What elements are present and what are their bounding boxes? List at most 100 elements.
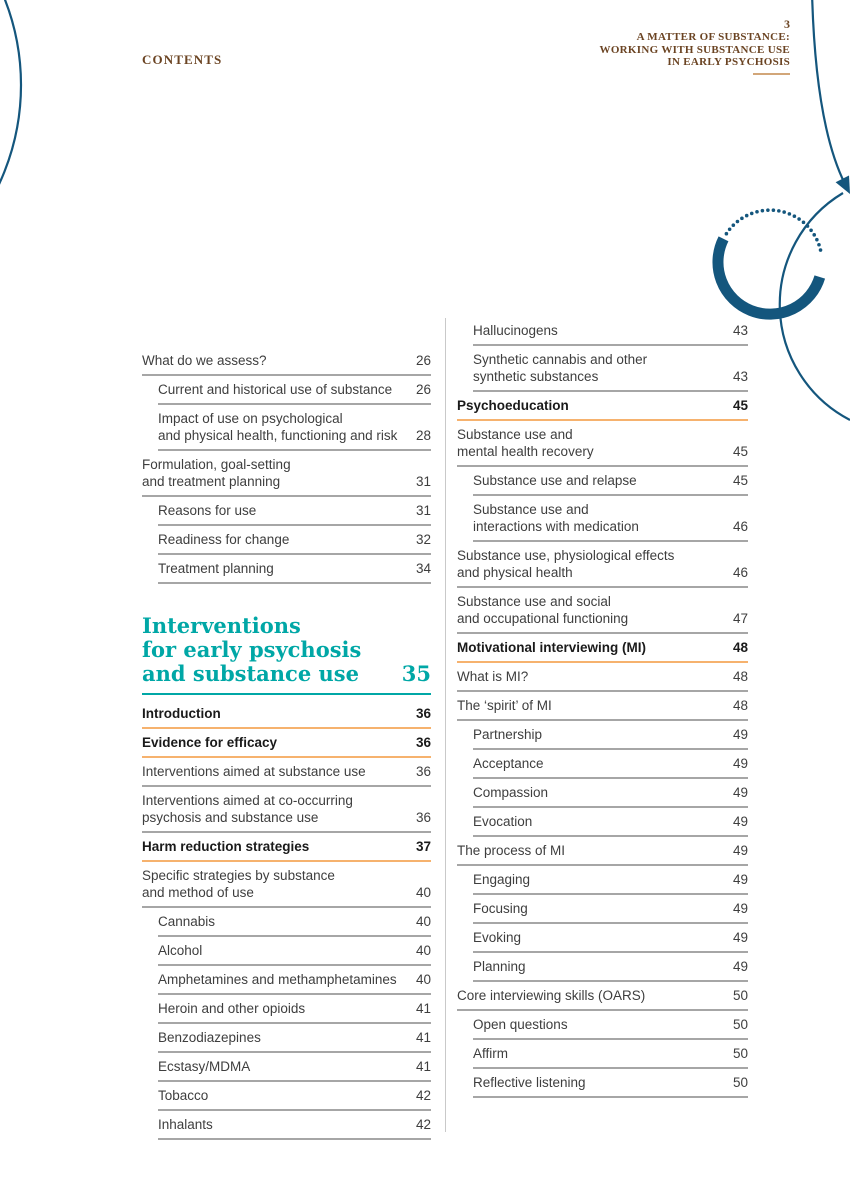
toc-entry[interactable]: Heroin and other opioids 41 [158, 1000, 431, 1024]
doc-title-line-1: A MATTER OF SUBSTANCE: [636, 31, 790, 43]
toc-entry[interactable]: Substance use and mental health recovery 4… [457, 426, 748, 467]
toc-entry-page-number: 49 [732, 930, 748, 945]
toc-entry-label: Impact of use on psychological and physic… [158, 411, 398, 443]
toc-entry-page-number: 40 [415, 914, 431, 929]
toc-entry-label: Benzodiazepines [158, 1030, 261, 1045]
circle-dotted-arc [724, 208, 823, 253]
toc-entry[interactable]: Reflective listening 50 [473, 1074, 748, 1098]
toc-entry[interactable]: Core interviewing skills (OARS) 50 [457, 987, 748, 1011]
toc-entry[interactable]: Planning 49 [473, 958, 748, 982]
toc-left-column: What do we assess? 26 Current and historic… [142, 352, 431, 1145]
toc-entry[interactable]: The process of MI 49 [457, 842, 748, 866]
toc-entry-label: Substance use and social and occupational… [457, 594, 629, 626]
toc-entry-page-number: 45 [732, 398, 748, 413]
toc-entry-label: Treatment planning [158, 561, 274, 576]
toc-entry-label: Current and historical use of substance [158, 382, 393, 397]
toc-entry[interactable]: Amphetamines and methamphetamines 40 [158, 971, 431, 995]
toc-entry-label: Amphetamines and methamphetamines [158, 972, 397, 987]
section-heading-interventions[interactable]: Interventions for early psychosis and su… [142, 614, 431, 695]
toc-entry[interactable]: Cannabis 40 [158, 913, 431, 937]
toc-entry[interactable]: Evocation 49 [473, 813, 748, 837]
toc-entry-label: Inhalants [158, 1117, 213, 1132]
toc-entry[interactable]: Affirm 50 [473, 1045, 748, 1069]
toc-entry-label: Engaging [473, 872, 531, 887]
toc-entry-label: Introduction [142, 706, 221, 721]
toc-entry[interactable]: Readiness for change 32 [158, 531, 431, 555]
toc-entry[interactable]: Specific strategies by substance and meth… [142, 867, 431, 908]
toc-entry[interactable]: What is MI? 48 [457, 668, 748, 692]
toc-entry-label: Tobacco [158, 1088, 209, 1103]
toc-entry-label: Alcohol [158, 943, 203, 958]
toc-entry-page-number: 42 [415, 1088, 431, 1103]
toc-entry[interactable]: The ‘spirit’ of MI 48 [457, 697, 748, 721]
toc-entry-page-number: 31 [415, 474, 431, 489]
toc-entry-label: Ecstasy/MDMA [158, 1059, 251, 1074]
toc-entry-label: Formulation, goal-setting and treatment p… [142, 457, 291, 489]
toc-entry-page-number: 49 [732, 785, 748, 800]
toc-entry-page-number: 40 [415, 972, 431, 987]
toc-entry[interactable]: Focusing 49 [473, 900, 748, 924]
toc-entry[interactable]: Substance use and relapse 45 [473, 472, 748, 496]
toc-entry[interactable]: Engaging 49 [473, 871, 748, 895]
toc-entry[interactable]: Formulation, goal-setting and treatment p… [142, 456, 431, 497]
toc-entry[interactable]: Current and historical use of substance 2… [158, 381, 431, 405]
toc-entry-label: The ‘spirit’ of MI [457, 698, 552, 713]
toc-entry[interactable]: Harm reduction strategies 37 [142, 838, 431, 862]
toc-entry-page-number: 49 [732, 727, 748, 742]
toc-entry[interactable]: Hallucinogens 43 [473, 322, 748, 346]
toc-entry[interactable]: Acceptance 49 [473, 755, 748, 779]
toc-entry-label: The process of MI [457, 843, 566, 858]
toc-entry[interactable]: Compassion 49 [473, 784, 748, 808]
toc-entry-label: Synthetic cannabis and other synthetic su… [473, 352, 648, 384]
toc-entry-label: Evoking [473, 930, 522, 945]
title-underline [753, 72, 790, 75]
toc-entry-page-number: 41 [415, 1001, 431, 1016]
section-heading-label: Interventions for early psychosis and su… [142, 613, 362, 686]
contents-label: CONTENTS [142, 52, 223, 67]
toc-entry[interactable]: Substance use and social and occupational… [457, 593, 748, 634]
toc-entry-page-number: 26 [415, 353, 431, 368]
toc-entry[interactable]: Reasons for use 31 [158, 502, 431, 526]
toc-entry-page-number: 45 [732, 444, 748, 459]
toc-entry[interactable]: Alcohol 40 [158, 942, 431, 966]
toc-entry-label: Psychoeducation [457, 398, 569, 413]
toc-entry-page-number: 36 [415, 764, 431, 779]
toc-entry[interactable]: Introduction 36 [142, 705, 431, 729]
toc-entry-page-number: 49 [732, 959, 748, 974]
toc-entry-page-number: 41 [415, 1059, 431, 1074]
toc-entry-page-number: 31 [415, 503, 431, 518]
toc-entry[interactable]: Evoking 49 [473, 929, 748, 953]
toc-entry[interactable]: Substance use and interactions with medic… [473, 501, 748, 542]
toc-entry-page-number: 49 [732, 814, 748, 829]
toc-entry[interactable]: Synthetic cannabis and other synthetic su… [473, 351, 748, 392]
toc-entry[interactable]: Interventions aimed at co-occurring psych… [142, 792, 431, 833]
section-heading-page-number: 35 [401, 661, 431, 686]
toc-entry-label: Focusing [473, 901, 528, 916]
toc-entry-label: Reasons for use [158, 503, 257, 518]
toc-entry-label: Evidence for efficacy [142, 735, 278, 750]
toc-entry[interactable]: Impact of use on psychological and physic… [158, 410, 431, 451]
toc-entry[interactable]: Partnership 49 [473, 726, 748, 750]
toc-entry[interactable]: Benzodiazepines 41 [158, 1029, 431, 1053]
toc-entry[interactable]: Motivational interviewing (MI) 48 [457, 639, 748, 663]
toc-entry[interactable]: What do we assess? 26 [142, 352, 431, 376]
toc-entry[interactable]: Open questions 50 [473, 1016, 748, 1040]
toc-entry-page-number: 49 [732, 756, 748, 771]
toc-entry-label: Partnership [473, 727, 543, 742]
toc-entry[interactable]: Inhalants 42 [158, 1116, 431, 1140]
toc-entry-page-number: 48 [732, 669, 748, 684]
left-edge-arc [0, 0, 23, 185]
toc-entry[interactable]: Evidence for efficacy 36 [142, 734, 431, 758]
toc-entry[interactable]: Psychoeducation 45 [457, 397, 748, 421]
toc-entry[interactable]: Treatment planning 34 [158, 560, 431, 584]
toc-entry-page-number: 50 [732, 1075, 748, 1090]
toc-entry[interactable]: Substance use, physiological effects and … [457, 547, 748, 588]
toc-entry-label: Substance use, physiological effects and … [457, 548, 675, 580]
toc-entry[interactable]: Interventions aimed at substance use 36 [142, 763, 431, 787]
toc-entry-label: Substance use and relapse [473, 473, 637, 488]
toc-entry-page-number: 43 [732, 369, 748, 384]
toc-entry-label: What is MI? [457, 669, 529, 684]
toc-entry[interactable]: Tobacco 42 [158, 1087, 431, 1111]
left-column-bottom-entries: Introduction 36 Evidence for efficacy 36 Int… [142, 705, 431, 1140]
toc-entry[interactable]: Ecstasy/MDMA 41 [158, 1058, 431, 1082]
